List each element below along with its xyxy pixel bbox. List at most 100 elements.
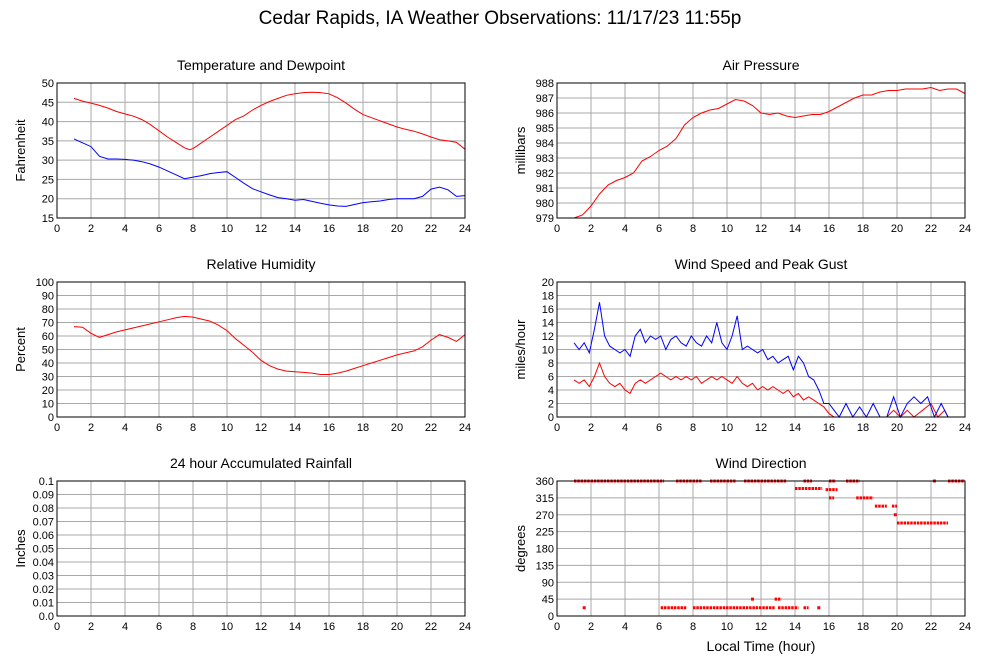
x-tick-label: 6 bbox=[156, 621, 162, 633]
x-tick-label: 22 bbox=[425, 223, 437, 235]
x-tick-label: 22 bbox=[925, 621, 937, 633]
x-tick-label: 12 bbox=[755, 422, 767, 434]
y-tick-label: 0.06 bbox=[33, 530, 54, 542]
y-tick-label: 30 bbox=[42, 155, 54, 167]
x-tick-label: 18 bbox=[357, 223, 369, 235]
series-line bbox=[73, 138, 466, 207]
x-tick-label: 0 bbox=[554, 621, 560, 633]
x-tick-label: 14 bbox=[789, 223, 801, 235]
y-tick-label: 70 bbox=[42, 318, 54, 330]
y-tick-label: 986 bbox=[536, 108, 554, 120]
y-tick-label: 0.07 bbox=[33, 517, 54, 529]
y-tick-label: 90 bbox=[542, 577, 554, 589]
x-tick-label: 4 bbox=[122, 223, 128, 235]
x-tick-label: 2 bbox=[588, 422, 594, 434]
x-tick-label: 6 bbox=[656, 422, 662, 434]
y-tick-label: 10 bbox=[542, 345, 554, 357]
y-tick-label: 180 bbox=[536, 544, 554, 556]
x-tick-label: 6 bbox=[656, 621, 662, 633]
x-tick-label: 8 bbox=[190, 223, 196, 235]
rainfall-chart: 0 2 4 6 8 10 12 14 16 18 20 22 240.00.010.020.030.04… bbox=[13, 455, 471, 633]
x-tick-label: 2 bbox=[88, 621, 94, 633]
y-axis-label: millibars bbox=[513, 126, 528, 174]
plot-frame bbox=[56, 281, 466, 418]
series-line bbox=[573, 86, 966, 219]
y-tick-label: 135 bbox=[536, 560, 554, 572]
x-tick-label: 18 bbox=[857, 223, 869, 235]
y-axis-label: miles/hour bbox=[513, 319, 528, 380]
y-tick-label: 0.04 bbox=[33, 557, 54, 569]
y-tick-label: 90 bbox=[42, 291, 54, 303]
x-tick-label: 24 bbox=[959, 223, 971, 235]
x-tick-label: 2 bbox=[588, 223, 594, 235]
y-axis-label: degrees bbox=[513, 525, 528, 572]
x-tick-label: 20 bbox=[891, 223, 903, 235]
y-tick-label: 983 bbox=[536, 153, 554, 165]
y-tick-label: 25 bbox=[42, 174, 54, 186]
x-tick-label: 24 bbox=[459, 422, 471, 434]
x-tick-label: 22 bbox=[425, 621, 437, 633]
x-tick-label: 12 bbox=[255, 621, 267, 633]
x-tick-label: 22 bbox=[425, 422, 437, 434]
series-line bbox=[73, 91, 466, 151]
y-tick-label: 0.05 bbox=[33, 544, 54, 556]
x-tick-label: 12 bbox=[255, 223, 267, 235]
x-tick-label: 6 bbox=[156, 223, 162, 235]
x-tick-label: 24 bbox=[959, 422, 971, 434]
chart-title: Wind Speed and Peak Gust bbox=[675, 256, 848, 272]
x-tick-label: 14 bbox=[289, 223, 301, 235]
x-tick-label: 10 bbox=[721, 223, 733, 235]
y-tick-label: 10 bbox=[42, 399, 54, 411]
x-tick-label: 8 bbox=[190, 422, 196, 434]
y-tick-label: 20 bbox=[542, 277, 554, 289]
y-tick-label: 20 bbox=[42, 385, 54, 397]
y-tick-label: 18 bbox=[542, 291, 554, 303]
x-tick-label: 10 bbox=[221, 621, 233, 633]
plot-frame bbox=[56, 480, 466, 617]
y-tick-label: 982 bbox=[536, 168, 554, 180]
data-point bbox=[893, 513, 897, 517]
y-axis-label: Percent bbox=[13, 327, 28, 372]
y-tick-label: 979 bbox=[536, 213, 554, 225]
y-tick-label: 360 bbox=[536, 476, 554, 488]
y-tick-label: 40 bbox=[42, 117, 54, 129]
x-tick-label: 8 bbox=[690, 223, 696, 235]
y-axis-label: Inches bbox=[13, 529, 28, 568]
x-tick-label: 16 bbox=[323, 422, 335, 434]
chart-title: Temperature and Dewpoint bbox=[177, 57, 345, 73]
x-tick-label: 18 bbox=[857, 422, 869, 434]
y-tick-label: 40 bbox=[42, 358, 54, 370]
data-point bbox=[582, 606, 586, 610]
x-tick-label: 16 bbox=[323, 621, 335, 633]
plot-frame bbox=[556, 281, 966, 418]
y-tick-label: 12 bbox=[542, 331, 554, 343]
series-group bbox=[73, 315, 466, 375]
y-tick-label: 0.03 bbox=[33, 571, 54, 583]
y-axis-label: Fahrenheit bbox=[13, 119, 28, 182]
series-line bbox=[573, 302, 949, 419]
y-tick-label: 6 bbox=[548, 372, 554, 384]
wind-speed-chart: 0 2 4 6 8 10 12 14 16 18 20 22 2402468101214161820Wi… bbox=[513, 256, 971, 434]
x-tick-label: 18 bbox=[857, 621, 869, 633]
x-tick-label: 18 bbox=[357, 422, 369, 434]
y-tick-label: 225 bbox=[536, 527, 554, 539]
y-tick-label: 16 bbox=[542, 304, 554, 316]
plot-frame bbox=[556, 82, 966, 219]
chart-title: 24 hour Accumulated Rainfall bbox=[170, 455, 352, 471]
x-tick-label: 14 bbox=[789, 621, 801, 633]
x-tick-label: 14 bbox=[789, 422, 801, 434]
y-tick-label: 14 bbox=[542, 318, 554, 330]
x-tick-label: 12 bbox=[255, 422, 267, 434]
humidity-chart: 0 2 4 6 8 10 12 14 16 18 20 22 240102030405060708090… bbox=[13, 256, 471, 434]
x-tick-label: 12 bbox=[755, 621, 767, 633]
pressure-chart: 0 2 4 6 8 10 12 14 16 18 20 22 249799809819829839849… bbox=[513, 57, 971, 235]
x-tick-label: 24 bbox=[459, 223, 471, 235]
x-tick-label: 10 bbox=[221, 223, 233, 235]
x-tick-label: 0 bbox=[54, 422, 60, 434]
x-tick-label: 16 bbox=[823, 422, 835, 434]
x-tick-label: 2 bbox=[588, 621, 594, 633]
x-tick-label: 2 bbox=[88, 422, 94, 434]
y-tick-label: 315 bbox=[536, 493, 554, 505]
